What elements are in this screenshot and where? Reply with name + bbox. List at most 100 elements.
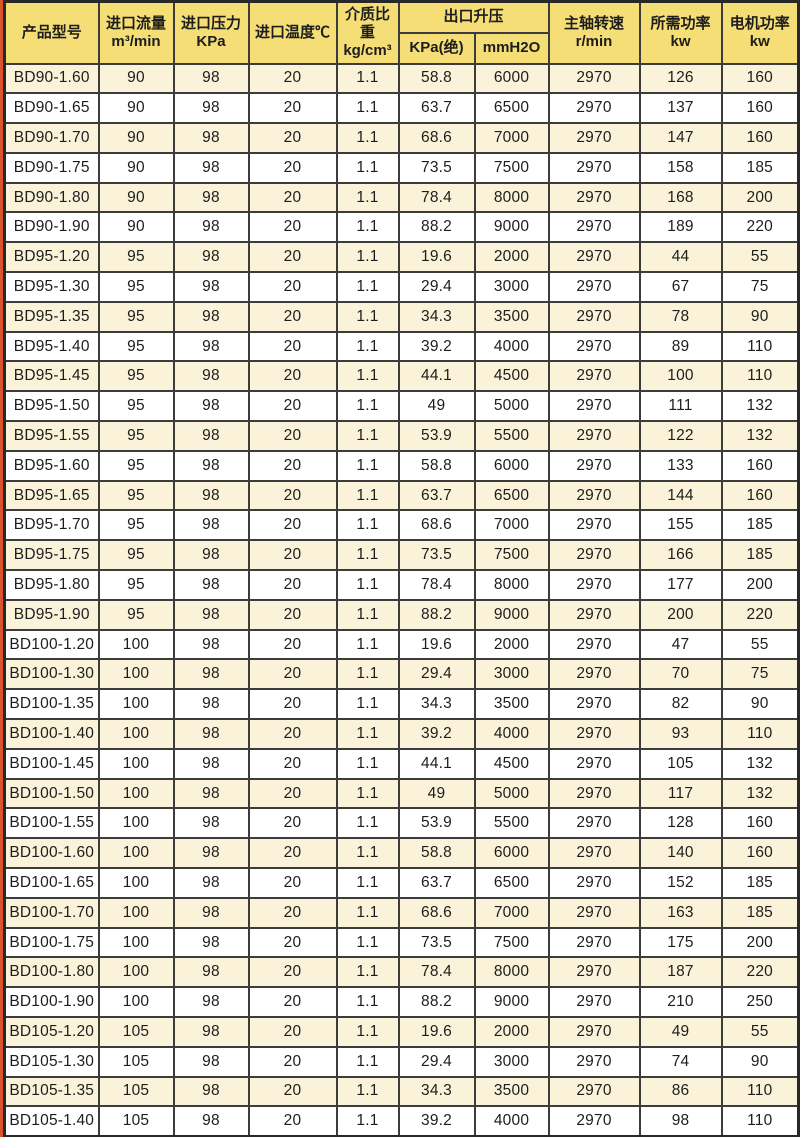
cell-model: BD95-1.80 bbox=[3, 569, 100, 601]
cell-model: BD90-1.80 bbox=[3, 181, 100, 214]
cell-inlet-pressure: 98 bbox=[172, 718, 250, 750]
cell-outlet-mmh2o: 7500 bbox=[473, 926, 550, 959]
cell-inlet-pressure: 98 bbox=[172, 479, 250, 512]
cell-shaft-speed: 2970 bbox=[547, 449, 641, 482]
cell-shaft-speed: 2970 bbox=[547, 62, 641, 95]
table-row: BD100-1.80 100 98 20 1.1 78.4 8000 2970 187 220 bbox=[3, 956, 800, 989]
cell-motor-power: 55 bbox=[720, 628, 800, 661]
cell-inlet-flow: 90 bbox=[97, 151, 175, 184]
cell-medium-ratio: 1.1 bbox=[335, 1045, 400, 1078]
cell-inlet-temp: 20 bbox=[247, 1105, 338, 1137]
cell-motor-power: 110 bbox=[720, 360, 800, 393]
cell-inlet-flow: 100 bbox=[97, 658, 175, 691]
cell-inlet-pressure: 98 bbox=[172, 360, 250, 393]
cell-inlet-temp: 20 bbox=[247, 241, 338, 274]
cell-medium-ratio: 1.1 bbox=[335, 688, 400, 721]
cell-outlet-mmh2o: 8000 bbox=[473, 956, 550, 989]
cell-medium-ratio: 1.1 bbox=[335, 956, 400, 989]
cell-outlet-kpa: 44.1 bbox=[397, 747, 476, 780]
cell-inlet-pressure: 98 bbox=[172, 598, 250, 631]
cell-outlet-mmh2o: 7000 bbox=[473, 896, 550, 929]
cell-inlet-flow: 100 bbox=[97, 777, 175, 810]
cell-motor-power: 110 bbox=[720, 1105, 800, 1137]
cell-required-power: 49 bbox=[638, 1016, 723, 1048]
cell-medium-ratio: 1.1 bbox=[335, 896, 400, 929]
cell-inlet-temp: 20 bbox=[247, 956, 338, 989]
cell-inlet-flow: 95 bbox=[97, 449, 175, 482]
cell-medium-ratio: 1.1 bbox=[335, 360, 400, 393]
cell-model: BD105-1.30 bbox=[3, 1045, 100, 1078]
cell-inlet-pressure: 98 bbox=[172, 211, 250, 244]
cell-outlet-mmh2o: 5000 bbox=[473, 777, 550, 810]
cell-required-power: 100 bbox=[638, 360, 723, 393]
cell-inlet-temp: 20 bbox=[247, 420, 338, 452]
cell-medium-ratio: 1.1 bbox=[335, 1016, 400, 1048]
cell-inlet-flow: 95 bbox=[97, 479, 175, 512]
table-row: BD90-1.70 90 98 20 1.1 68.6 7000 2970 147 160 bbox=[3, 122, 800, 154]
cell-inlet-flow: 100 bbox=[97, 986, 175, 1018]
table-row: BD100-1.45 100 98 20 1.1 44.1 4500 2970 105 132 bbox=[3, 747, 800, 780]
cell-outlet-kpa: 88.2 bbox=[397, 598, 476, 631]
cell-inlet-flow: 95 bbox=[97, 300, 175, 333]
cell-medium-ratio: 1.1 bbox=[335, 241, 400, 274]
cell-required-power: 210 bbox=[638, 986, 723, 1018]
table-row: BD90-1.80 90 98 20 1.1 78.4 8000 2970 168 200 bbox=[3, 181, 800, 214]
cell-shaft-speed: 2970 bbox=[547, 718, 641, 750]
cell-shaft-speed: 2970 bbox=[547, 777, 641, 810]
cell-shaft-speed: 2970 bbox=[547, 598, 641, 631]
cell-inlet-temp: 20 bbox=[247, 479, 338, 512]
col-header-shaft-speed: 主轴转速 r/min bbox=[547, 0, 641, 65]
cell-inlet-temp: 20 bbox=[247, 92, 338, 125]
cell-inlet-pressure: 98 bbox=[172, 62, 250, 95]
cell-motor-power: 185 bbox=[720, 867, 800, 899]
cell-required-power: 144 bbox=[638, 479, 723, 512]
cell-inlet-pressure: 98 bbox=[172, 330, 250, 363]
cell-outlet-kpa: 58.8 bbox=[397, 449, 476, 482]
cell-inlet-flow: 90 bbox=[97, 211, 175, 244]
cell-shaft-speed: 2970 bbox=[547, 509, 641, 542]
table-row: BD100-1.50 100 98 20 1.1 49 5000 2970 117 132 bbox=[3, 777, 800, 810]
cell-outlet-kpa: 58.8 bbox=[397, 837, 476, 870]
cell-required-power: 86 bbox=[638, 1075, 723, 1108]
table-row: BD95-1.90 95 98 20 1.1 88.2 9000 2970 200 220 bbox=[3, 598, 800, 631]
cell-model: BD95-1.50 bbox=[3, 390, 100, 423]
cell-medium-ratio: 1.1 bbox=[335, 569, 400, 601]
cell-outlet-kpa: 78.4 bbox=[397, 956, 476, 989]
cell-required-power: 111 bbox=[638, 390, 723, 423]
cell-inlet-flow: 95 bbox=[97, 539, 175, 572]
cell-motor-power: 200 bbox=[720, 926, 800, 959]
cell-required-power: 122 bbox=[638, 420, 723, 452]
cell-outlet-mmh2o: 4500 bbox=[473, 360, 550, 393]
cell-inlet-flow: 100 bbox=[97, 956, 175, 989]
cell-inlet-flow: 90 bbox=[97, 62, 175, 95]
cell-outlet-mmh2o: 6000 bbox=[473, 837, 550, 870]
cell-medium-ratio: 1.1 bbox=[335, 122, 400, 154]
cell-shaft-speed: 2970 bbox=[547, 360, 641, 393]
cell-model: BD95-1.60 bbox=[3, 449, 100, 482]
table-row: BD105-1.30 105 98 20 1.1 29.4 3000 2970 74 90 bbox=[3, 1045, 800, 1078]
cell-model: BD95-1.65 bbox=[3, 479, 100, 512]
cell-inlet-temp: 20 bbox=[247, 628, 338, 661]
cell-inlet-pressure: 98 bbox=[172, 241, 250, 274]
cell-medium-ratio: 1.1 bbox=[335, 479, 400, 512]
cell-motor-power: 160 bbox=[720, 449, 800, 482]
cell-inlet-temp: 20 bbox=[247, 449, 338, 482]
table-row: BD100-1.75 100 98 20 1.1 73.5 7500 2970 175 200 bbox=[3, 926, 800, 959]
cell-required-power: 177 bbox=[638, 569, 723, 601]
cell-model: BD90-1.90 bbox=[3, 211, 100, 244]
cell-required-power: 89 bbox=[638, 330, 723, 363]
cell-motor-power: 90 bbox=[720, 688, 800, 721]
cell-motor-power: 132 bbox=[720, 390, 800, 423]
cell-model: BD100-1.80 bbox=[3, 956, 100, 989]
cell-model: BD100-1.75 bbox=[3, 926, 100, 959]
cell-outlet-kpa: 39.2 bbox=[397, 718, 476, 750]
cell-model: BD100-1.65 bbox=[3, 867, 100, 899]
cell-motor-power: 185 bbox=[720, 509, 800, 542]
cell-outlet-kpa: 63.7 bbox=[397, 92, 476, 125]
cell-outlet-mmh2o: 9000 bbox=[473, 986, 550, 1018]
table-row: BD95-1.60 95 98 20 1.1 58.8 6000 2970 133 160 bbox=[3, 449, 800, 482]
cell-inlet-flow: 95 bbox=[97, 360, 175, 393]
col-header-outlet-mmh2o: mmH2O bbox=[473, 31, 550, 65]
table-row: BD95-1.80 95 98 20 1.1 78.4 8000 2970 177 200 bbox=[3, 569, 800, 601]
